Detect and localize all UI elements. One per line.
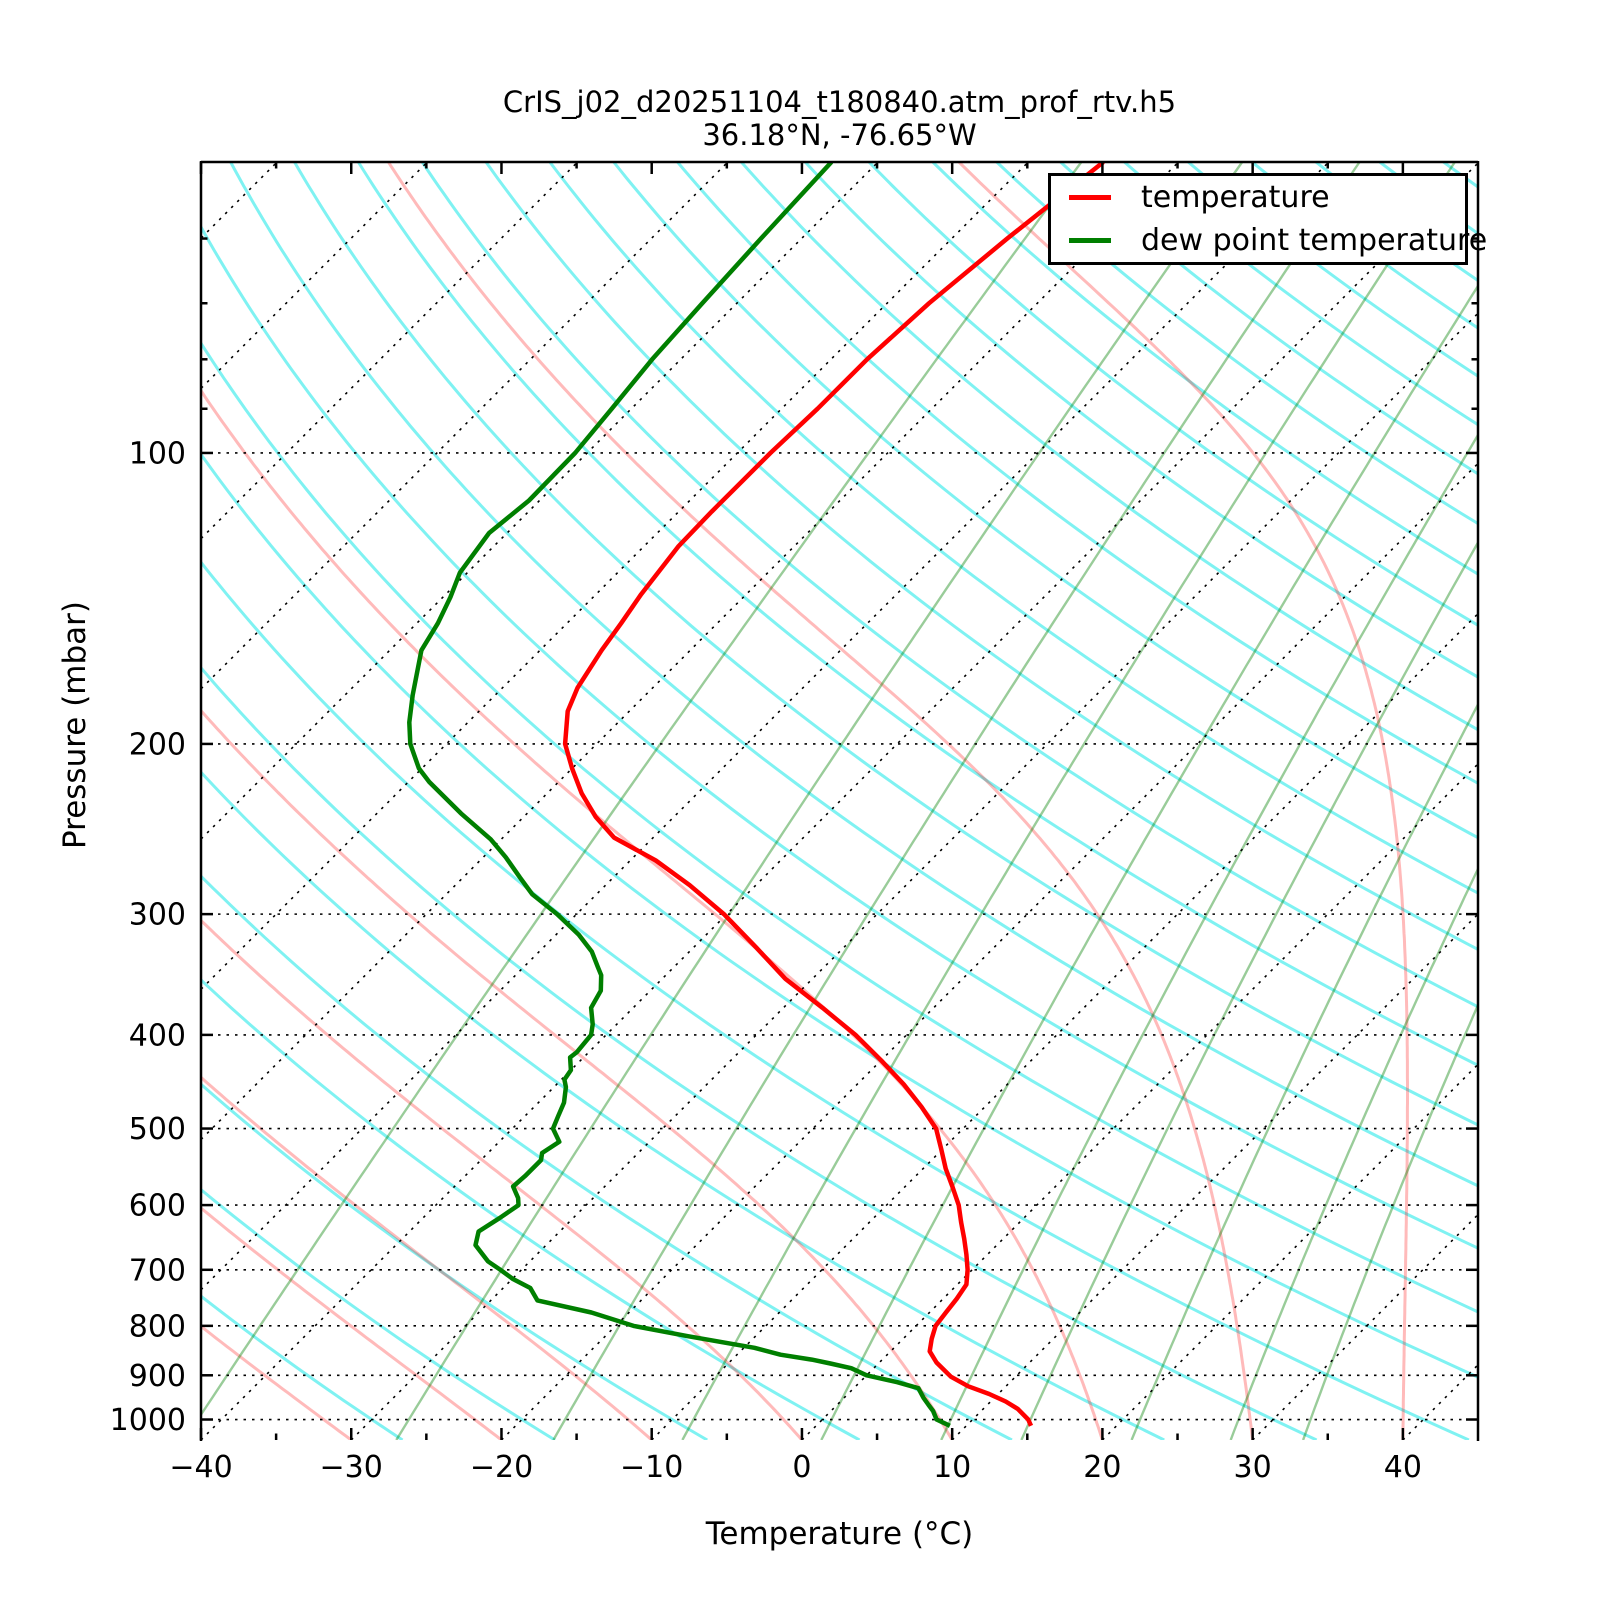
x-tick-label: 30 (1234, 1450, 1272, 1485)
chart-title: CrIS_j02_d20251104_t180840.atm_prof_rtv.… (502, 85, 1177, 119)
y-tick-label: 800 (129, 1309, 186, 1344)
x-tick-label: −30 (320, 1450, 383, 1485)
legend-item-temperature: temperature (1069, 180, 1465, 216)
x-axis-label: Temperature (°C) (705, 1516, 974, 1552)
y-tick-label: 700 (129, 1253, 186, 1288)
y-tick-label: 600 (129, 1189, 186, 1224)
y-axis-label: Pressure (mbar) (57, 600, 93, 850)
y-tick-label: 900 (129, 1359, 186, 1394)
temperature-line-swatch (1069, 195, 1111, 200)
x-tick-label: −20 (470, 1450, 533, 1485)
chart-subtitle-coordinates: 36.18°N, -76.65°W (702, 118, 977, 152)
y-tick-label: 1000 (110, 1403, 186, 1438)
x-tick-label: 20 (1083, 1450, 1121, 1485)
x-tick-label: −40 (169, 1450, 232, 1485)
x-tick-label: 10 (933, 1450, 971, 1485)
legend-label: temperature (1141, 180, 1330, 215)
y-tick-label: 300 (129, 898, 186, 933)
x-tick-label: 40 (1384, 1450, 1422, 1485)
x-tick-label: −10 (620, 1450, 683, 1485)
y-tick-label: 200 (129, 727, 186, 762)
legend-item-dew-point: dew point temperature (1069, 223, 1487, 259)
legend-label: dew point temperature (1141, 223, 1488, 258)
y-tick-label: 100 (129, 437, 186, 472)
y-tick-label: 400 (129, 1018, 186, 1053)
y-tick-label: 500 (129, 1112, 186, 1147)
dew-point-line-swatch (1069, 238, 1111, 243)
legend: temperature dew point temperature (1048, 173, 1487, 265)
x-tick-label: 0 (792, 1450, 811, 1485)
